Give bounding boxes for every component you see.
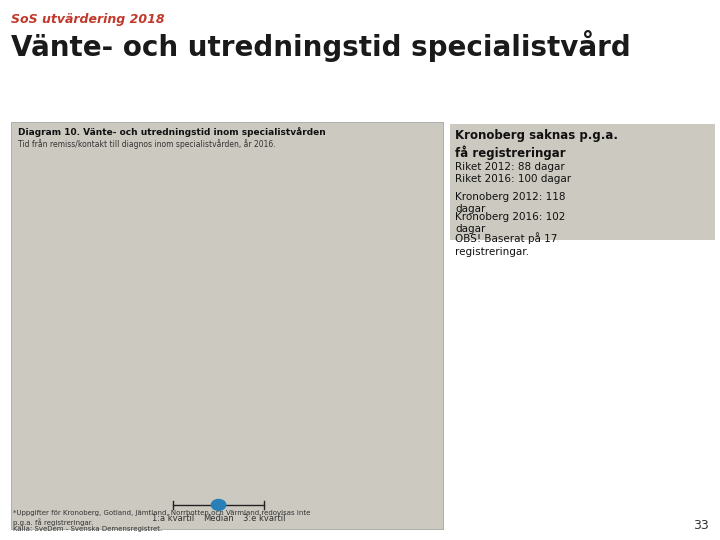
Text: Kronoberg 2012: 118
dagar: Kronoberg 2012: 118 dagar (455, 192, 565, 214)
Point (169, 497, 178, 504)
Point (199, 369, 211, 377)
Text: Riket 2016: 100 dagar: Riket 2016: 100 dagar (455, 174, 571, 184)
Point (169, 506, 178, 512)
Text: Källa: SveDem - Svenska Demensregistret.: Källa: SveDem - Svenska Demensregistret. (13, 526, 162, 532)
Text: p.g.a. få registreringar.: p.g.a. få registreringar. (13, 518, 93, 526)
Text: Median: Median (203, 514, 234, 523)
Point (169, 502, 178, 508)
Text: Diagram 10. Vänte- och utredningstid inom specialistvården: Diagram 10. Vänte- och utredningstid ino… (18, 127, 325, 137)
Point (184, 294, 195, 303)
Point (229, 444, 240, 453)
X-axis label: Antal dagar: Antal dagar (213, 499, 269, 509)
Point (259, 497, 268, 504)
Bar (11, 122, 443, 529)
Text: 1:a kvartil: 1:a kvartil (152, 514, 194, 523)
Point (169, 201, 181, 210)
Point (186, 313, 197, 322)
Point (168, 164, 179, 172)
Point (190, 332, 202, 340)
Text: Vänte- och utredningstid specialistvård: Vänte- och utredningstid specialistvård (11, 30, 631, 62)
Point (194, 350, 206, 359)
Text: *Uppgifter för Kronoberg, Gotland, Jämtland, Norrbotten och Värmland redovisas i: *Uppgifter för Kronoberg, Gotland, Jämtl… (13, 510, 310, 516)
Point (170, 220, 181, 228)
Point (259, 502, 268, 508)
Point (233, 462, 244, 471)
Point (175, 275, 186, 284)
Point (259, 506, 268, 512)
Point (215, 425, 227, 434)
Point (170, 238, 181, 247)
Text: Antal
registreringar: Antal registreringar (342, 134, 400, 153)
Point (173, 257, 184, 266)
Text: 33: 33 (693, 519, 709, 532)
Point (211, 406, 222, 415)
Text: Kronoberg saknas p.g.a.
få registreringar: Kronoberg saknas p.g.a. få registreringa… (455, 129, 618, 159)
Text: Tid från remiss/kontakt till diagnos inom specialistvården, år 2016.: Tid från remiss/kontakt till diagnos ino… (18, 139, 276, 148)
Text: OBS! Baserat på 17
registreringar.: OBS! Baserat på 17 registreringar. (455, 232, 557, 256)
Point (168, 182, 179, 191)
Bar (450, 124, 715, 240)
Point (204, 388, 215, 396)
Text: Riket 2012: 88 dagar: Riket 2012: 88 dagar (455, 162, 564, 172)
Text: 3:e kvartil: 3:e kvartil (243, 514, 285, 523)
Text: SoS utvärdering 2018: SoS utvärdering 2018 (11, 14, 164, 26)
Text: Kronoberg 2016: 102
dagar: Kronoberg 2016: 102 dagar (455, 212, 565, 234)
